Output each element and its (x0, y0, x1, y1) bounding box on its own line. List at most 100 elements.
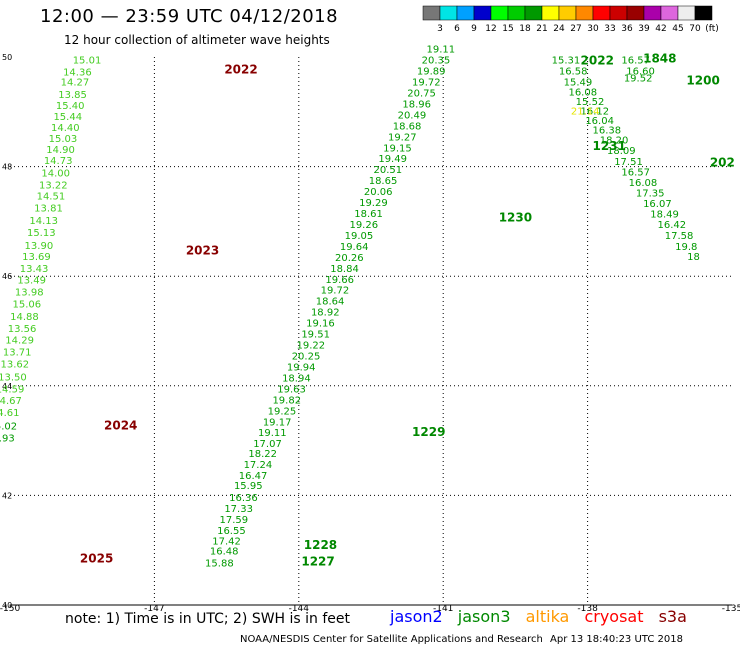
swh-value-label: 19.63 (277, 384, 306, 395)
time-label: 1848 (643, 51, 676, 65)
swh-value-label: 15.01 (73, 56, 102, 67)
x-tick-label: -141 (433, 604, 453, 614)
colorbar-label: 3 (437, 24, 443, 34)
swh-value-label: 19.51 (301, 330, 330, 341)
y-tick-label: 50 (2, 53, 12, 62)
swh-value-label: 20.06 (364, 187, 393, 198)
swh-value-label: 14.40 (51, 123, 80, 134)
swh-value-label: 16.48 (210, 547, 239, 558)
colorbar-label: 12 (485, 24, 496, 34)
swh-value-label: 14.13 (29, 216, 58, 227)
swh-value-label: 15.52 (576, 97, 605, 108)
colorbar-label: 9 (471, 24, 477, 34)
swh-value-label: 14.90 (46, 145, 75, 156)
swh-value-label: 17.35 (636, 189, 665, 200)
colorbar-label: 33 (604, 24, 615, 34)
colorbar-label: 24 (553, 24, 565, 34)
time-label: 1228 (304, 538, 337, 552)
swh-value-label: 19.64 (340, 242, 369, 253)
swh-value-label: 19.22 (297, 341, 326, 352)
swh-value-label: 19.27 (388, 132, 417, 143)
swh-value-label: 20.51 (374, 165, 403, 176)
swh-value-label: 14.67 (0, 396, 22, 407)
colorbar-label: 6 (454, 24, 460, 34)
time-label: 202 (710, 156, 735, 170)
swh-value-label: 20.35 (422, 56, 451, 67)
time-label: 1230 (499, 210, 532, 224)
swh-value-label: 21.14 (571, 107, 600, 118)
swh-value-label: 17.51 (614, 157, 643, 168)
swh-value-label: 14.00 (41, 168, 70, 179)
swh-value-label: 15.95 (234, 481, 263, 492)
swh-value-label: 17.58 (665, 231, 694, 242)
y-tick-label: 48 (2, 163, 12, 172)
swh-value-label: 19.15 (383, 143, 412, 154)
swh-value-label: 19.72 (321, 286, 350, 297)
time-label: 2025 (80, 551, 113, 565)
legend: jason2 jason3 altika cryosat s3a (390, 607, 697, 626)
swh-value-label: 14.61 (0, 408, 20, 419)
swh-value-label: 18.96 (402, 99, 431, 110)
swh-value-label: 13.71 (3, 348, 32, 359)
swh-value-label: 15.31 (552, 56, 581, 67)
time-label: 1231 (593, 139, 626, 153)
time-label: 2024 (104, 419, 137, 433)
swh-value-label: 16.42 (658, 220, 687, 231)
swh-value-label: 13.85 (58, 90, 87, 101)
x-tick-label: -147 (144, 604, 164, 614)
x-tick-label: -135 (722, 604, 740, 614)
swh-value-label: 16.60 (626, 67, 655, 78)
swh-value-label: 18 (687, 252, 700, 263)
swh-value-label: 15.06 (13, 299, 42, 310)
note-text: note: 1) Time is in UTC; 2) SWH is in fe… (65, 611, 351, 627)
swh-value-label: 18.09 (607, 146, 636, 157)
time-label: 1200 (686, 73, 719, 87)
swh-value-label: 13.69 (22, 252, 51, 263)
swh-value-label: 16.04 (585, 116, 614, 127)
colorbar-label: 36 (621, 24, 633, 34)
y-tick-label: 42 (2, 491, 12, 500)
swh-value-label: 18.92 (311, 308, 340, 319)
swh-value-label: 19.8 (675, 242, 697, 253)
swh-value-label: 18.94 (282, 373, 311, 384)
swh-value-label: 13.50 (0, 372, 27, 383)
swh-value-label: 19.11 (426, 45, 455, 56)
swh-value-label: 17.07 (253, 439, 282, 450)
swh-value-label: 19.89 (417, 67, 446, 78)
swh-value-label: 15.02 (0, 422, 17, 433)
chart-subtitle: 12 hour collection of altimeter wave hei… (64, 33, 330, 47)
colorbar-label: 15 (502, 24, 513, 34)
swh-value-label: 13.56 (8, 324, 37, 335)
swh-value-label: 15.13 (27, 228, 56, 239)
swh-value-label: 13.81 (34, 204, 63, 215)
swh-value-label: 17.24 (244, 460, 273, 471)
swh-value-label: 15.40 (56, 101, 85, 112)
y-tick-label: 44 (2, 382, 12, 391)
swh-value-label: 16.12 (580, 107, 609, 118)
swh-value-label: 14.73 (44, 156, 73, 167)
swh-value-label: 14.27 (61, 77, 90, 88)
colorbar-label: 18 (519, 24, 531, 34)
swh-value-label: 17.42 (212, 537, 241, 548)
swh-value-label: 20.49 (398, 110, 427, 121)
swh-value-label: 15.49 (564, 77, 593, 88)
swh-value-label: 14.36 (63, 68, 92, 79)
colorbar-label: 39 (638, 24, 650, 34)
swh-value-label: 19.17 (263, 417, 292, 428)
swh-value-label: 16.57 (621, 167, 650, 178)
swh-value-label: 18.65 (369, 176, 398, 187)
swh-value-label: 13.43 (20, 264, 49, 275)
chart-title: 12:00 — 23:59 UTC 04/12/2018 (40, 6, 339, 27)
swh-value-label: 19.26 (349, 220, 378, 231)
colorbar-label: 21 (536, 24, 547, 34)
swh-value-label: 18.68 (393, 121, 422, 132)
swh-value-label: 20.25 (292, 351, 321, 362)
legend-jason2: jason2 (390, 607, 443, 626)
swh-value-label: 18.49 (650, 210, 679, 221)
swh-value-label: 15.44 (53, 112, 82, 123)
swh-value-label: 18.84 (330, 264, 359, 275)
swh-value-label: 19.16 (306, 319, 335, 330)
swh-value-label: 20.75 (407, 88, 436, 99)
swh-value-label: 19.94 (287, 362, 316, 373)
legend-jason3: jason3 (457, 607, 511, 626)
